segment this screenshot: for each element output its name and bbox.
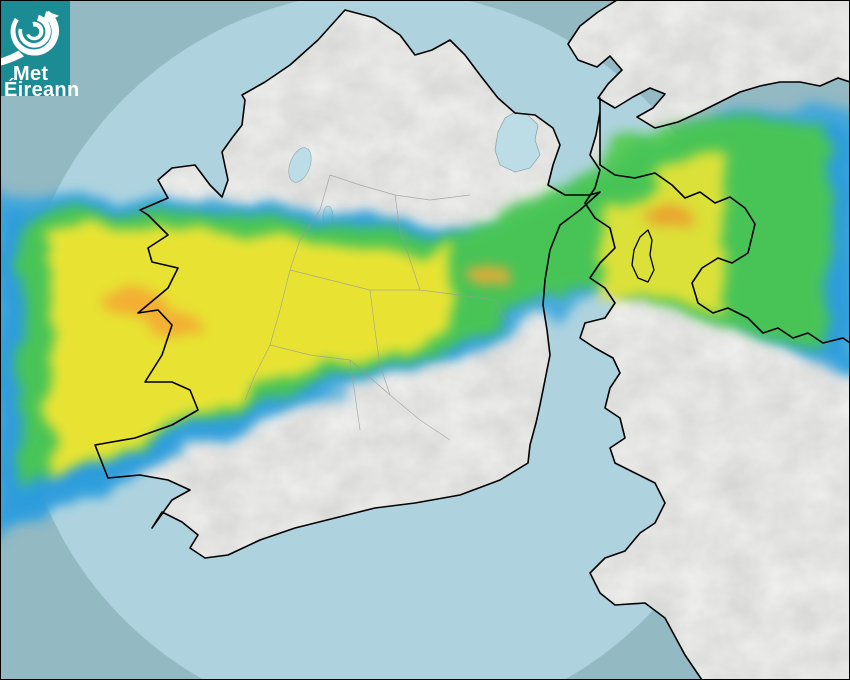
svg-text:Éireann: Éireann (4, 78, 79, 101)
